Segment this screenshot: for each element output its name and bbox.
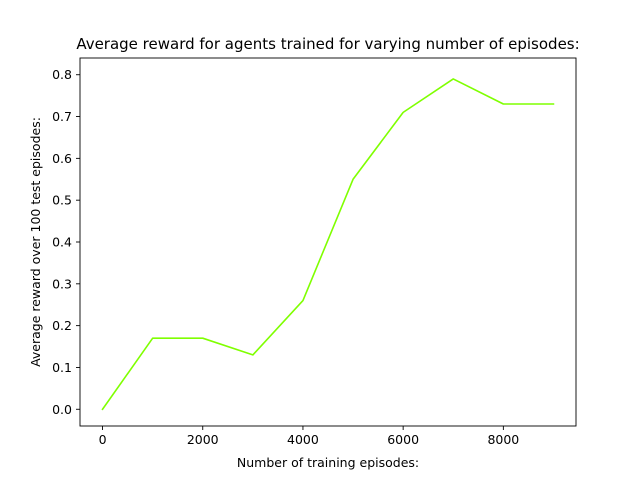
y-tick-label: 0.5: [52, 193, 72, 208]
x-tick-label: 6000: [387, 432, 419, 447]
y-tick-label: 0.4: [52, 235, 72, 250]
x-tick-label: 4000: [287, 432, 319, 447]
y-tick-label: 0.0: [52, 402, 72, 417]
chart-title: Average reward for agents trained for va…: [76, 35, 579, 53]
plot-area: 0 2000 4000 6000 8000 0.0 0.1 0.2 0.3 0.4 0.5 0.6 0.…: [52, 57, 577, 447]
y-tick-label: 0.7: [52, 109, 72, 124]
y-tick-label: 0.8: [52, 67, 72, 82]
y-tick-label: 0.2: [52, 318, 72, 333]
x-tick-label: 2000: [187, 432, 219, 447]
x-tick-label: 8000: [487, 432, 519, 447]
series-line-0: [101, 78, 555, 411]
x-tick-label: 0: [99, 432, 107, 447]
y-axis-label: Average reward over 100 test episodes:: [28, 117, 43, 367]
y-tick-label: 0.1: [52, 360, 72, 375]
y-tick-label: 0.3: [52, 276, 72, 291]
y-tick-label: 0.6: [52, 151, 72, 166]
x-axis-label: Number of training episodes:: [237, 455, 419, 470]
